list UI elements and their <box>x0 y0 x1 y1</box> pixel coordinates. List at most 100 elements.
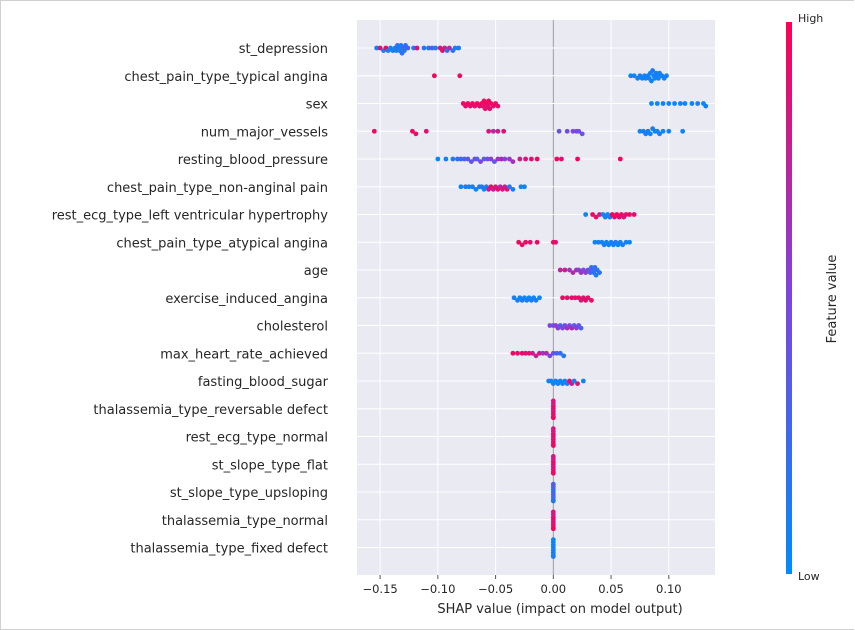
shap-point <box>523 156 529 162</box>
feature-label: sex <box>306 98 329 113</box>
shap-point <box>374 45 380 51</box>
shap-point <box>510 159 516 165</box>
shap-point <box>589 297 594 303</box>
shap-point <box>567 267 572 273</box>
x-tick-label: −0.15 <box>362 582 397 596</box>
shap-point <box>650 68 656 73</box>
shap-point <box>660 128 666 134</box>
shap-point <box>576 128 582 134</box>
shap-point <box>426 45 431 51</box>
feature-label: rest_ecg_type_left ventricular hypertrop… <box>52 209 329 224</box>
shap-point <box>560 295 565 301</box>
x-tick-label: −0.10 <box>420 582 455 596</box>
shap-point <box>502 156 508 162</box>
shap-point <box>537 295 542 301</box>
data-points <box>371 43 709 559</box>
feature-label: st_slope_type_flat <box>212 458 328 473</box>
shap-point <box>456 45 462 51</box>
shap-point <box>666 128 672 134</box>
x-tick-label: 0.05 <box>598 582 624 596</box>
shap-point <box>649 78 654 84</box>
shap-point <box>550 454 556 459</box>
shap-point <box>654 101 660 106</box>
feature-label: chest_pain_type_non-anginal pain <box>107 181 328 196</box>
shap-point <box>519 350 525 356</box>
shap-point <box>593 214 599 220</box>
x-axis-ticks: −0.15 −0.10 −0.05 0.00 0.05 0.10 <box>362 575 682 596</box>
shap-point <box>523 350 529 356</box>
shap-point <box>510 350 516 356</box>
x-tick-label: −0.05 <box>478 582 513 596</box>
shap-point <box>421 45 427 51</box>
colorbar-low-label: Low <box>798 570 820 583</box>
shap-point <box>570 270 576 275</box>
shap-point <box>547 353 553 359</box>
feature-label: thalassemia_type_fixed defect <box>130 542 328 557</box>
shap-point <box>637 128 643 134</box>
shap-point <box>517 156 523 162</box>
shap-point <box>554 156 560 162</box>
shap-point <box>537 350 542 356</box>
shap-point <box>657 131 662 137</box>
shap-point <box>487 106 493 112</box>
shap-point <box>585 295 591 301</box>
shap-point <box>528 156 534 162</box>
shap-point <box>550 426 556 432</box>
feature-label: exercise_induced_angina <box>165 292 328 307</box>
feature-label: st_slope_type_upsloping <box>170 486 328 501</box>
shap-point <box>672 101 677 106</box>
shap-point <box>530 350 535 356</box>
shap-point <box>540 350 546 356</box>
colorbar <box>786 22 792 574</box>
shap-point <box>511 295 517 301</box>
shap-point <box>647 131 653 137</box>
shap-point <box>455 156 460 162</box>
shap-point <box>458 184 464 190</box>
shap-point <box>510 186 516 192</box>
shap-point <box>533 353 539 359</box>
shap-point <box>550 498 556 504</box>
shap-point <box>465 156 471 162</box>
shap-point <box>572 295 578 301</box>
feature-label: st_depression <box>239 42 328 57</box>
shap-point <box>550 415 556 421</box>
shap-point <box>689 101 695 106</box>
feature-label: cholesterol <box>257 320 328 335</box>
shap-point <box>488 156 494 162</box>
shap-point <box>631 73 637 79</box>
shap-point <box>575 381 580 386</box>
shap-point <box>627 239 632 245</box>
shap-point <box>631 212 637 217</box>
shap-point <box>490 128 496 134</box>
shap-point <box>578 325 584 331</box>
shap-point <box>446 45 452 51</box>
shap-point <box>492 159 497 165</box>
shap-point <box>495 128 501 134</box>
shap-point <box>519 242 525 248</box>
colorbar-title: Feature value <box>825 255 840 344</box>
shap-point <box>623 212 629 217</box>
shap-point <box>556 128 562 134</box>
x-tick-label: 0.00 <box>541 582 567 596</box>
shap-point <box>623 239 629 245</box>
shap-point <box>473 186 479 192</box>
shap-point <box>463 184 468 190</box>
shap-point <box>575 156 580 162</box>
shap-point <box>666 101 672 106</box>
shap-point <box>371 128 377 134</box>
x-tick-label: 0.10 <box>656 582 682 596</box>
shap-point <box>550 350 556 356</box>
shap-point <box>550 526 556 532</box>
shap-point <box>468 159 474 165</box>
shap-point <box>550 481 556 487</box>
shap-point <box>457 73 463 79</box>
shap-point <box>590 212 595 217</box>
shap-point <box>580 378 586 384</box>
shap-point <box>547 323 553 328</box>
shap-point <box>550 470 556 476</box>
feature-label: resting_blood_pressure <box>178 153 328 168</box>
shap-point <box>458 156 464 162</box>
shap-point <box>677 101 683 106</box>
shap-point <box>523 239 529 245</box>
